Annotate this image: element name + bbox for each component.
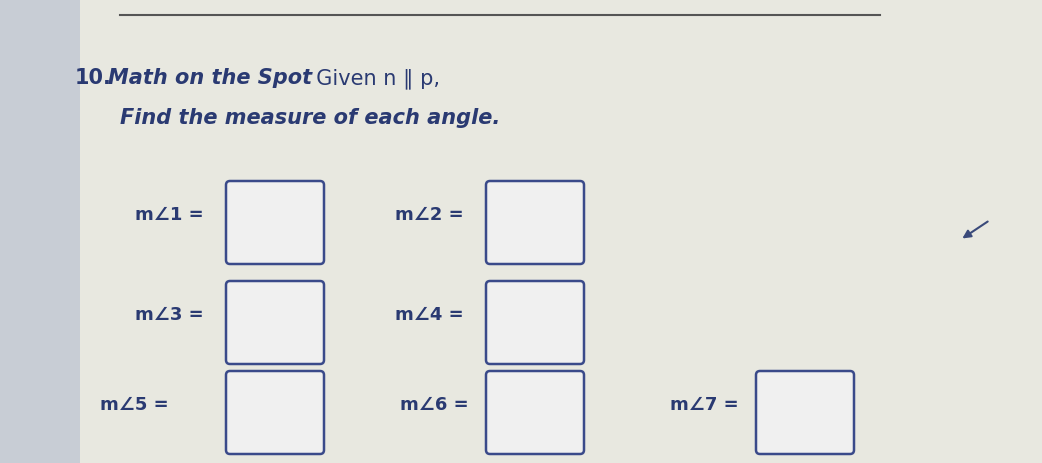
FancyBboxPatch shape [486,181,584,264]
Text: m∠5 =: m∠5 = [100,396,169,414]
Bar [0,0,80,463]
Text: 10.: 10. [75,68,111,88]
Text: m∠3 =: m∠3 = [135,306,203,324]
FancyBboxPatch shape [226,181,324,264]
Text: Math on the Spot: Math on the Spot [108,68,313,88]
Text: m∠4 =: m∠4 = [395,306,464,324]
FancyBboxPatch shape [226,371,324,454]
Text: m∠7 =: m∠7 = [670,396,739,414]
Text: Find the measure of each angle.: Find the measure of each angle. [120,108,500,128]
Text: m∠6 =: m∠6 = [400,396,469,414]
Text: m∠1 =: m∠1 = [135,206,203,224]
FancyBboxPatch shape [486,371,584,454]
FancyBboxPatch shape [756,371,854,454]
Text: Given n ∥ p,: Given n ∥ p, [303,68,440,89]
FancyBboxPatch shape [226,281,324,364]
Text: m∠2 =: m∠2 = [395,206,464,224]
FancyBboxPatch shape [486,281,584,364]
